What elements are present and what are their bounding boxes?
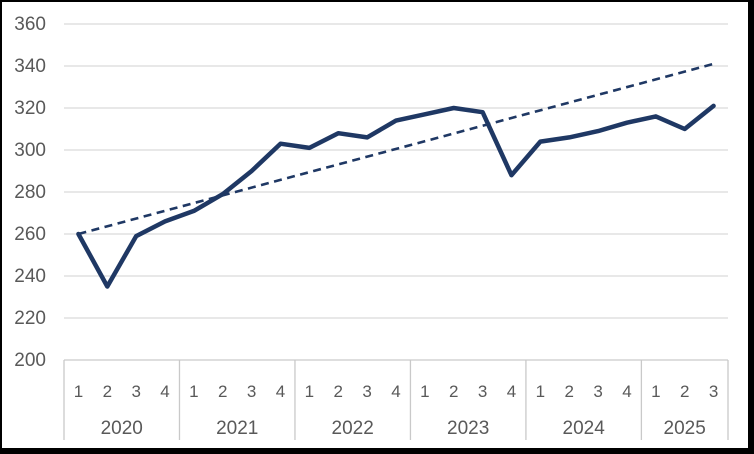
quarter-label: 1 bbox=[74, 382, 83, 401]
quarter-label: 2 bbox=[103, 382, 112, 401]
quarter-label: 4 bbox=[507, 382, 516, 401]
quarter-label: 4 bbox=[622, 382, 631, 401]
trend-line bbox=[78, 62, 714, 236]
y-tick-label: 200 bbox=[14, 350, 46, 371]
y-tick-label: 360 bbox=[14, 14, 46, 35]
quarter-label: 3 bbox=[478, 382, 487, 401]
y-tick-label: 320 bbox=[14, 98, 46, 119]
quarter-label: 1 bbox=[420, 382, 429, 401]
year-label: 2023 bbox=[447, 418, 489, 439]
year-label: 2022 bbox=[332, 418, 374, 439]
quarter-label: 1 bbox=[651, 382, 660, 401]
quarter-label: 4 bbox=[391, 382, 400, 401]
quarter-label: 3 bbox=[247, 382, 256, 401]
quarter-label: 3 bbox=[131, 382, 140, 401]
quarter-label: 1 bbox=[536, 382, 545, 401]
quarter-label: 2 bbox=[564, 382, 573, 401]
year-label: 2025 bbox=[664, 418, 706, 439]
y-tick-label: 240 bbox=[14, 266, 46, 287]
quarter-label: 4 bbox=[160, 382, 169, 401]
quarter-label: 2 bbox=[218, 382, 227, 401]
y-tick-label: 300 bbox=[14, 140, 46, 161]
data-series-line bbox=[76, 103, 716, 289]
quarter-label: 2 bbox=[334, 382, 343, 401]
quarter-label: 1 bbox=[189, 382, 198, 401]
quarter-label: 3 bbox=[362, 382, 371, 401]
year-label: 2020 bbox=[101, 418, 143, 439]
y-tick-label: 280 bbox=[14, 182, 46, 203]
year-label: 2024 bbox=[563, 418, 606, 439]
quarter-label: 1 bbox=[305, 382, 314, 401]
quarter-label: 3 bbox=[709, 382, 718, 401]
quarter-label: 2 bbox=[680, 382, 689, 401]
quarter-label: 3 bbox=[593, 382, 602, 401]
quarter-label: 2 bbox=[449, 382, 458, 401]
quarter-label: 4 bbox=[276, 382, 285, 401]
y-tick-label: 220 bbox=[14, 308, 46, 329]
y-tick-label: 260 bbox=[14, 224, 46, 245]
y-tick-label: 340 bbox=[14, 56, 46, 77]
year-label: 2021 bbox=[216, 418, 258, 439]
